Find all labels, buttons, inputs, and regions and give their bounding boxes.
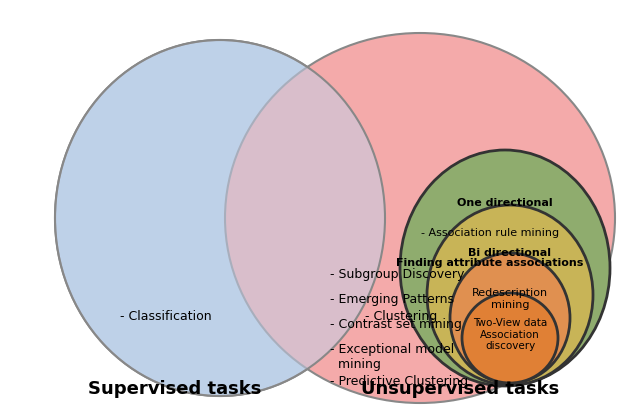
Text: - Subgroup Discovery: - Subgroup Discovery [330, 268, 465, 281]
Ellipse shape [450, 253, 570, 383]
Text: - Predictive Clustering: - Predictive Clustering [330, 375, 468, 388]
Text: Unsupervised tasks: Unsupervised tasks [361, 380, 559, 398]
Ellipse shape [55, 40, 385, 396]
Text: - Emerging Patterns: - Emerging Patterns [330, 293, 454, 306]
Ellipse shape [55, 40, 385, 396]
Ellipse shape [427, 205, 593, 385]
Ellipse shape [462, 293, 558, 383]
Ellipse shape [400, 150, 610, 386]
Text: Finding attribute associations: Finding attribute associations [396, 258, 584, 268]
Text: - Association rule mining: - Association rule mining [421, 228, 559, 238]
Text: - Exceptional model
  mining: - Exceptional model mining [330, 343, 454, 371]
Text: - Clustering: - Clustering [365, 310, 437, 323]
Text: Bi directional: Bi directional [468, 248, 552, 258]
Text: Redescription
mining: Redescription mining [472, 288, 548, 310]
Text: - Contrast set mining: - Contrast set mining [330, 318, 462, 331]
Text: One directional: One directional [457, 198, 553, 208]
Text: Two-View data
Association
discovery: Two-View data Association discovery [473, 318, 547, 351]
Text: Supervised tasks: Supervised tasks [88, 380, 262, 398]
Ellipse shape [225, 33, 615, 403]
Text: - Classification: - Classification [120, 310, 212, 323]
